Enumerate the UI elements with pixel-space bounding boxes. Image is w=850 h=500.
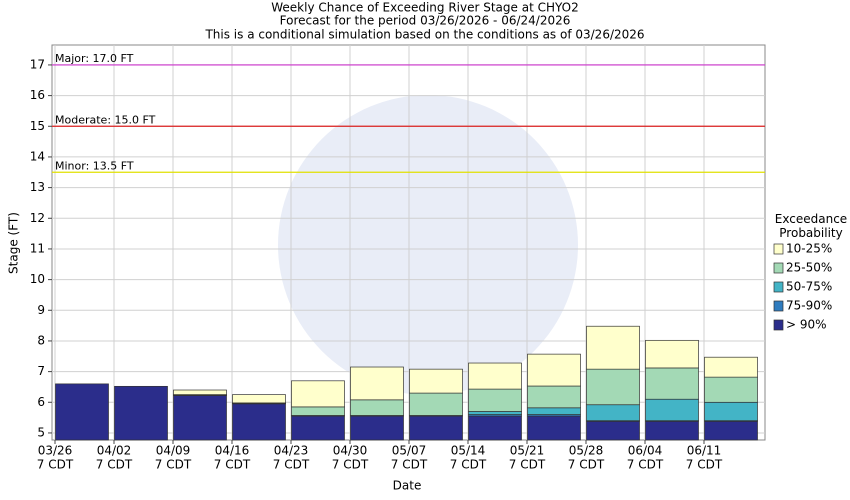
- bar-segment: [468, 411, 522, 415]
- bar-segment: [173, 389, 227, 395]
- x-tick-sublabel: 7 CDT: [332, 458, 369, 472]
- bar-segment: [704, 401, 758, 422]
- x-axis-label: Date: [393, 479, 422, 493]
- x-tick-sublabel: 7 CDT: [450, 458, 487, 472]
- x-tick-sublabel: 7 CDT: [509, 458, 546, 472]
- bar-segment: [232, 403, 286, 441]
- x-tick-label: 04/30: [333, 444, 368, 458]
- y-tick-label: 9: [37, 303, 45, 317]
- x-tick-sublabel: 7 CDT: [96, 458, 133, 472]
- x-tick-label: 06/11: [687, 444, 722, 458]
- x-tick-sublabel: 7 CDT: [568, 458, 605, 472]
- y-tick-label: 17: [30, 57, 45, 71]
- x-tick-label: 04/23: [274, 444, 309, 458]
- y-tick-label: 8: [37, 333, 45, 347]
- legend-swatch: [773, 243, 784, 255]
- bar-segment: [586, 420, 640, 441]
- bar-segment: [704, 356, 758, 378]
- bar-segment: [350, 399, 404, 416]
- x-tick-label: 05/21: [510, 444, 545, 458]
- y-tick-label: 10: [30, 272, 45, 286]
- x-tick-label: 03/26: [38, 444, 73, 458]
- legend-swatch: [773, 262, 784, 274]
- bar-segment: [291, 406, 345, 416]
- bar-segment: [291, 415, 345, 441]
- y-tick-label: 14: [30, 149, 45, 163]
- legend-label: 25-50%: [786, 261, 832, 275]
- legend-title: Exceedance Probability: [774, 212, 848, 240]
- bar-segment: [586, 325, 640, 370]
- x-tick-sublabel: 7 CDT: [391, 458, 428, 472]
- x-tick-label: 04/09: [156, 444, 191, 458]
- y-tick-label: 11: [30, 241, 45, 255]
- legend-swatch: [773, 319, 784, 331]
- x-tick-label: 05/07: [392, 444, 427, 458]
- bar-segment: [114, 385, 168, 441]
- threshold-label: Minor: 13.5 FT: [55, 159, 134, 172]
- chart-subtitle: This is a conditional simulation based o…: [204, 28, 644, 42]
- x-tick-label: 05/14: [451, 444, 486, 458]
- bar-segment: [173, 395, 227, 441]
- bar-segment: [704, 420, 758, 441]
- x-tick-sublabel: 7 CDT: [273, 458, 310, 472]
- bar-segment: [291, 380, 345, 408]
- bar-segment: [645, 339, 699, 369]
- bar-segment: [645, 398, 699, 422]
- x-tick-sublabel: 7 CDT: [686, 458, 723, 472]
- bar-segment: [527, 353, 581, 387]
- y-tick-label: 15: [30, 119, 45, 133]
- bar-segment: [350, 415, 404, 441]
- chart-subtitle: Forecast for the period 03/26/2026 - 06/…: [280, 14, 571, 28]
- bar-segment: [586, 368, 640, 406]
- y-tick-label: 12: [30, 211, 45, 225]
- bar-segment: [468, 415, 522, 441]
- chart-title: Weekly Chance of Exceeding River Stage a…: [271, 1, 579, 15]
- legend-label: 75-90%: [786, 299, 832, 313]
- x-tick-label: 05/28: [569, 444, 604, 458]
- bar-segment: [586, 404, 640, 422]
- x-tick-sublabel: 7 CDT: [627, 458, 664, 472]
- bar-segment: [468, 362, 522, 390]
- legend-label: 10-25%: [786, 242, 832, 256]
- bar-segment: [409, 368, 463, 394]
- threshold-label: Major: 17.0 FT: [55, 52, 134, 65]
- bar-segment: [350, 366, 404, 401]
- legend-swatch: [773, 281, 784, 293]
- bar-segment: [645, 367, 699, 400]
- legend-label: > 90%: [786, 318, 827, 332]
- y-tick-label: 16: [30, 88, 45, 102]
- bar-segment: [527, 407, 581, 415]
- x-tick-sublabel: 7 CDT: [214, 458, 251, 472]
- bar-segment: [468, 388, 522, 412]
- bar-segment: [55, 383, 109, 441]
- threshold-label: Moderate: 15.0 FT: [55, 113, 156, 126]
- x-tick-label: 04/02: [97, 444, 132, 458]
- y-tick-label: 13: [30, 180, 45, 194]
- bar-segment: [645, 420, 699, 441]
- bar-segment: [232, 394, 286, 404]
- bar-segment: [704, 376, 758, 403]
- legend-swatch: [773, 300, 784, 312]
- legend-label: 50-75%: [786, 280, 832, 294]
- bar-segment: [527, 385, 581, 409]
- bar-segment: [527, 415, 581, 441]
- watermark: [278, 95, 578, 395]
- x-tick-label: 06/04: [628, 444, 663, 458]
- y-tick-label: 6: [37, 395, 45, 409]
- y-axis-label: Stage (FT): [7, 212, 21, 274]
- x-tick-sublabel: 7 CDT: [155, 458, 192, 472]
- bar-segment: [409, 415, 463, 441]
- y-tick-label: 5: [37, 425, 45, 439]
- y-tick-label: 7: [37, 364, 45, 378]
- bar-segment: [409, 392, 463, 416]
- x-tick-sublabel: 7 CDT: [37, 458, 74, 472]
- x-tick-label: 04/16: [215, 444, 250, 458]
